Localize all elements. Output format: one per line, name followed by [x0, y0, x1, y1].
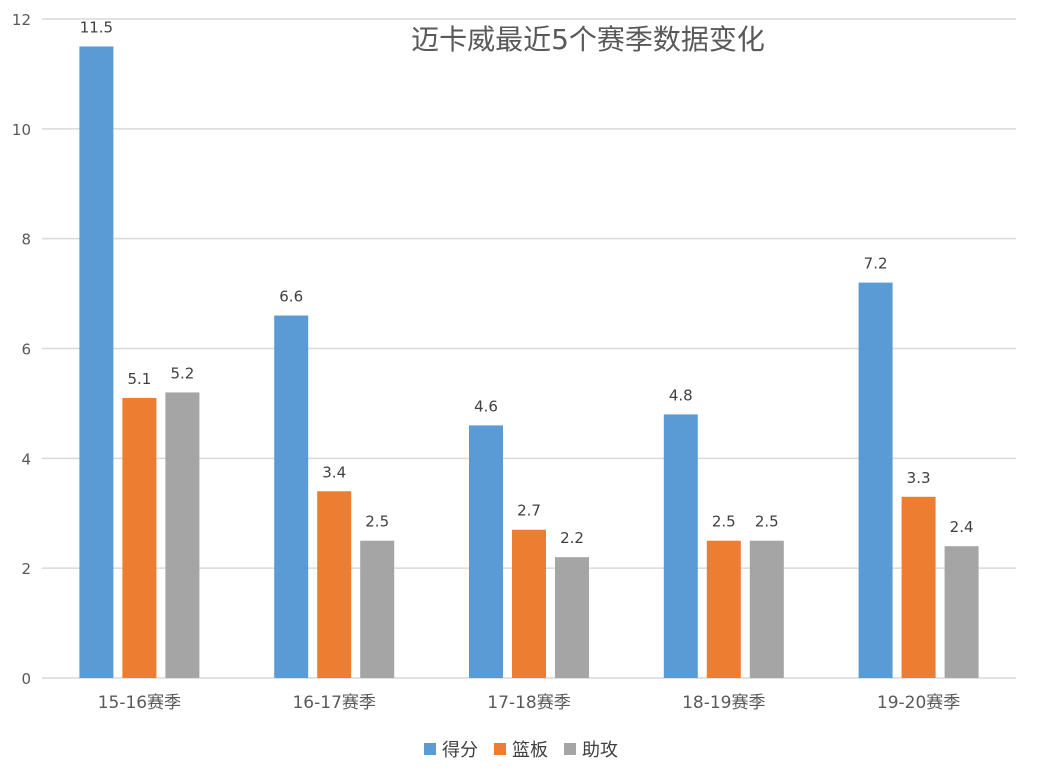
bar — [749, 540, 784, 678]
x-tick-label: 17-18赛季 — [487, 692, 570, 713]
y-tick-label: 8 — [21, 231, 31, 249]
bar — [317, 491, 352, 678]
bar — [512, 529, 546, 678]
legend-item-score: 得分 — [424, 736, 478, 762]
data-label: 2.7 — [517, 502, 541, 520]
legend-label-score: 得分 — [442, 740, 478, 761]
x-tick-label: 19-20赛季 — [877, 692, 960, 713]
x-tick-label: 15-16赛季 — [98, 692, 181, 713]
legend-label-rebound: 篮板 — [512, 740, 548, 761]
data-label: 5.1 — [127, 370, 151, 388]
y-tick-label: 6 — [21, 341, 31, 359]
data-label: 2.4 — [950, 518, 974, 536]
data-label: 6.6 — [279, 288, 303, 306]
data-label: 4.6 — [474, 397, 498, 415]
data-label: 3.4 — [322, 463, 346, 481]
bar — [360, 540, 395, 678]
data-label: 5.2 — [170, 364, 194, 382]
legend-item-rebound: 篮板 — [494, 736, 548, 762]
data-label: 2.2 — [560, 529, 584, 547]
y-tick-label: 2 — [21, 560, 31, 578]
legend-swatch-rebound — [494, 743, 506, 755]
bar — [901, 496, 936, 678]
x-tick-label: 18-19赛季 — [682, 692, 765, 713]
y-tick-label: 10 — [12, 121, 31, 139]
data-label: 3.3 — [907, 469, 931, 487]
data-label: 11.5 — [80, 18, 113, 36]
bar — [944, 546, 979, 678]
legend-swatch-score — [424, 743, 436, 755]
legend-swatch-assist — [564, 743, 576, 755]
y-tick-label: 0 — [21, 670, 31, 688]
data-label: 4.8 — [669, 386, 693, 404]
bar — [663, 414, 698, 678]
bar — [165, 392, 200, 678]
legend: 得分 篮板 助攻 — [424, 736, 618, 762]
data-label: 2.5 — [755, 513, 779, 531]
bar — [79, 46, 114, 679]
y-tick-label: 4 — [21, 450, 31, 468]
legend-label-assist: 助攻 — [582, 740, 618, 761]
bar — [858, 282, 893, 678]
bar — [122, 397, 157, 678]
bar — [706, 540, 741, 678]
legend-item-assist: 助攻 — [564, 736, 618, 762]
data-label: 7.2 — [864, 255, 888, 273]
bar — [555, 557, 589, 678]
data-label: 2.5 — [365, 513, 389, 531]
bar — [469, 425, 503, 678]
x-tick-label: 16-17赛季 — [292, 692, 375, 713]
data-label: 2.5 — [712, 513, 736, 531]
bar — [274, 315, 309, 678]
y-tick-label: 12 — [12, 11, 31, 29]
chart-title: 迈卡威最近5个赛季数据变化 — [411, 23, 765, 56]
